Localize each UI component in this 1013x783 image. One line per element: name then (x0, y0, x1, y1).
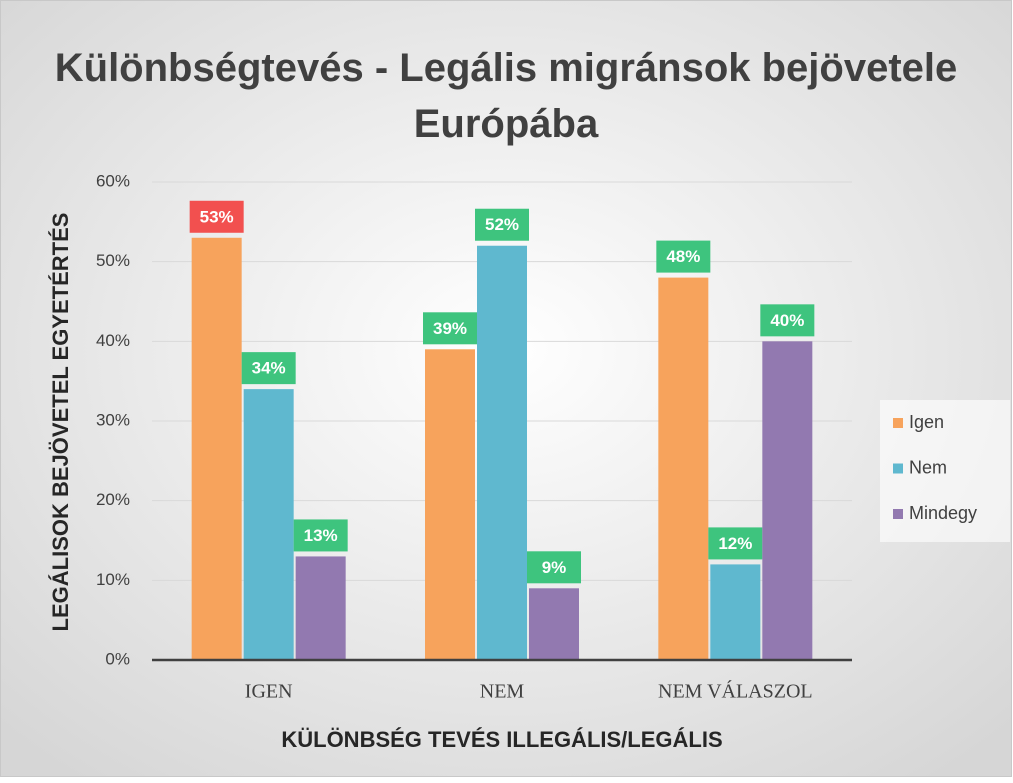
bar (762, 341, 813, 660)
value-label: 13% (304, 526, 338, 545)
y-tick-label: 40% (96, 331, 130, 350)
bar (191, 237, 242, 660)
legend-swatch (893, 463, 903, 474)
y-tick-label: 30% (96, 410, 130, 429)
value-label-box (241, 352, 296, 385)
bar (477, 245, 527, 660)
value-label-box (423, 312, 477, 345)
x-axis-label: KÜLÖNBSÉG TEVÉS ILLEGÁLIS/LEGÁLIS (281, 727, 722, 752)
legend-label: Nem (909, 457, 947, 477)
value-label: 53% (200, 207, 234, 226)
bar (658, 277, 709, 660)
legend-label: Mindegy (909, 503, 977, 523)
value-label: 39% (433, 319, 467, 338)
bar (243, 389, 294, 660)
legend-swatch (893, 509, 903, 519)
chart-title: Különbségtevés - Legális migránsok bejöv… (55, 46, 958, 146)
y-tick-label: 0% (105, 649, 130, 668)
bar (710, 564, 761, 660)
y-tick-label: 50% (96, 251, 130, 270)
value-label: 12% (718, 534, 752, 553)
value-label: 52% (485, 215, 519, 234)
bar (529, 588, 579, 660)
value-label-box (527, 551, 581, 584)
value-label: 34% (252, 359, 286, 378)
y-tick-label: 60% (96, 171, 130, 190)
x-tick-label: NEM (480, 681, 525, 703)
value-label-box (475, 208, 529, 241)
value-label-box (189, 200, 244, 233)
value-label-box (760, 304, 815, 337)
y-tick-label: 10% (96, 570, 130, 589)
value-label: 9% (542, 558, 567, 577)
y-axis-label: LEGÁLISOK BEJÖVETEL EGYETÉRTÉS (48, 213, 73, 632)
y-tick-label: 20% (96, 490, 130, 509)
bar (425, 349, 475, 660)
x-tick-label: IGEN (245, 681, 293, 703)
legend-swatch (893, 418, 903, 428)
value-label: 40% (770, 311, 804, 330)
value-label-box (708, 527, 763, 560)
legend-label: Igen (909, 412, 944, 432)
bar (295, 556, 346, 660)
x-tick-label: NEM VÁLASZOL (658, 680, 813, 703)
value-label-box (293, 519, 348, 552)
value-label: 48% (666, 247, 700, 266)
value-label-box (656, 240, 711, 273)
